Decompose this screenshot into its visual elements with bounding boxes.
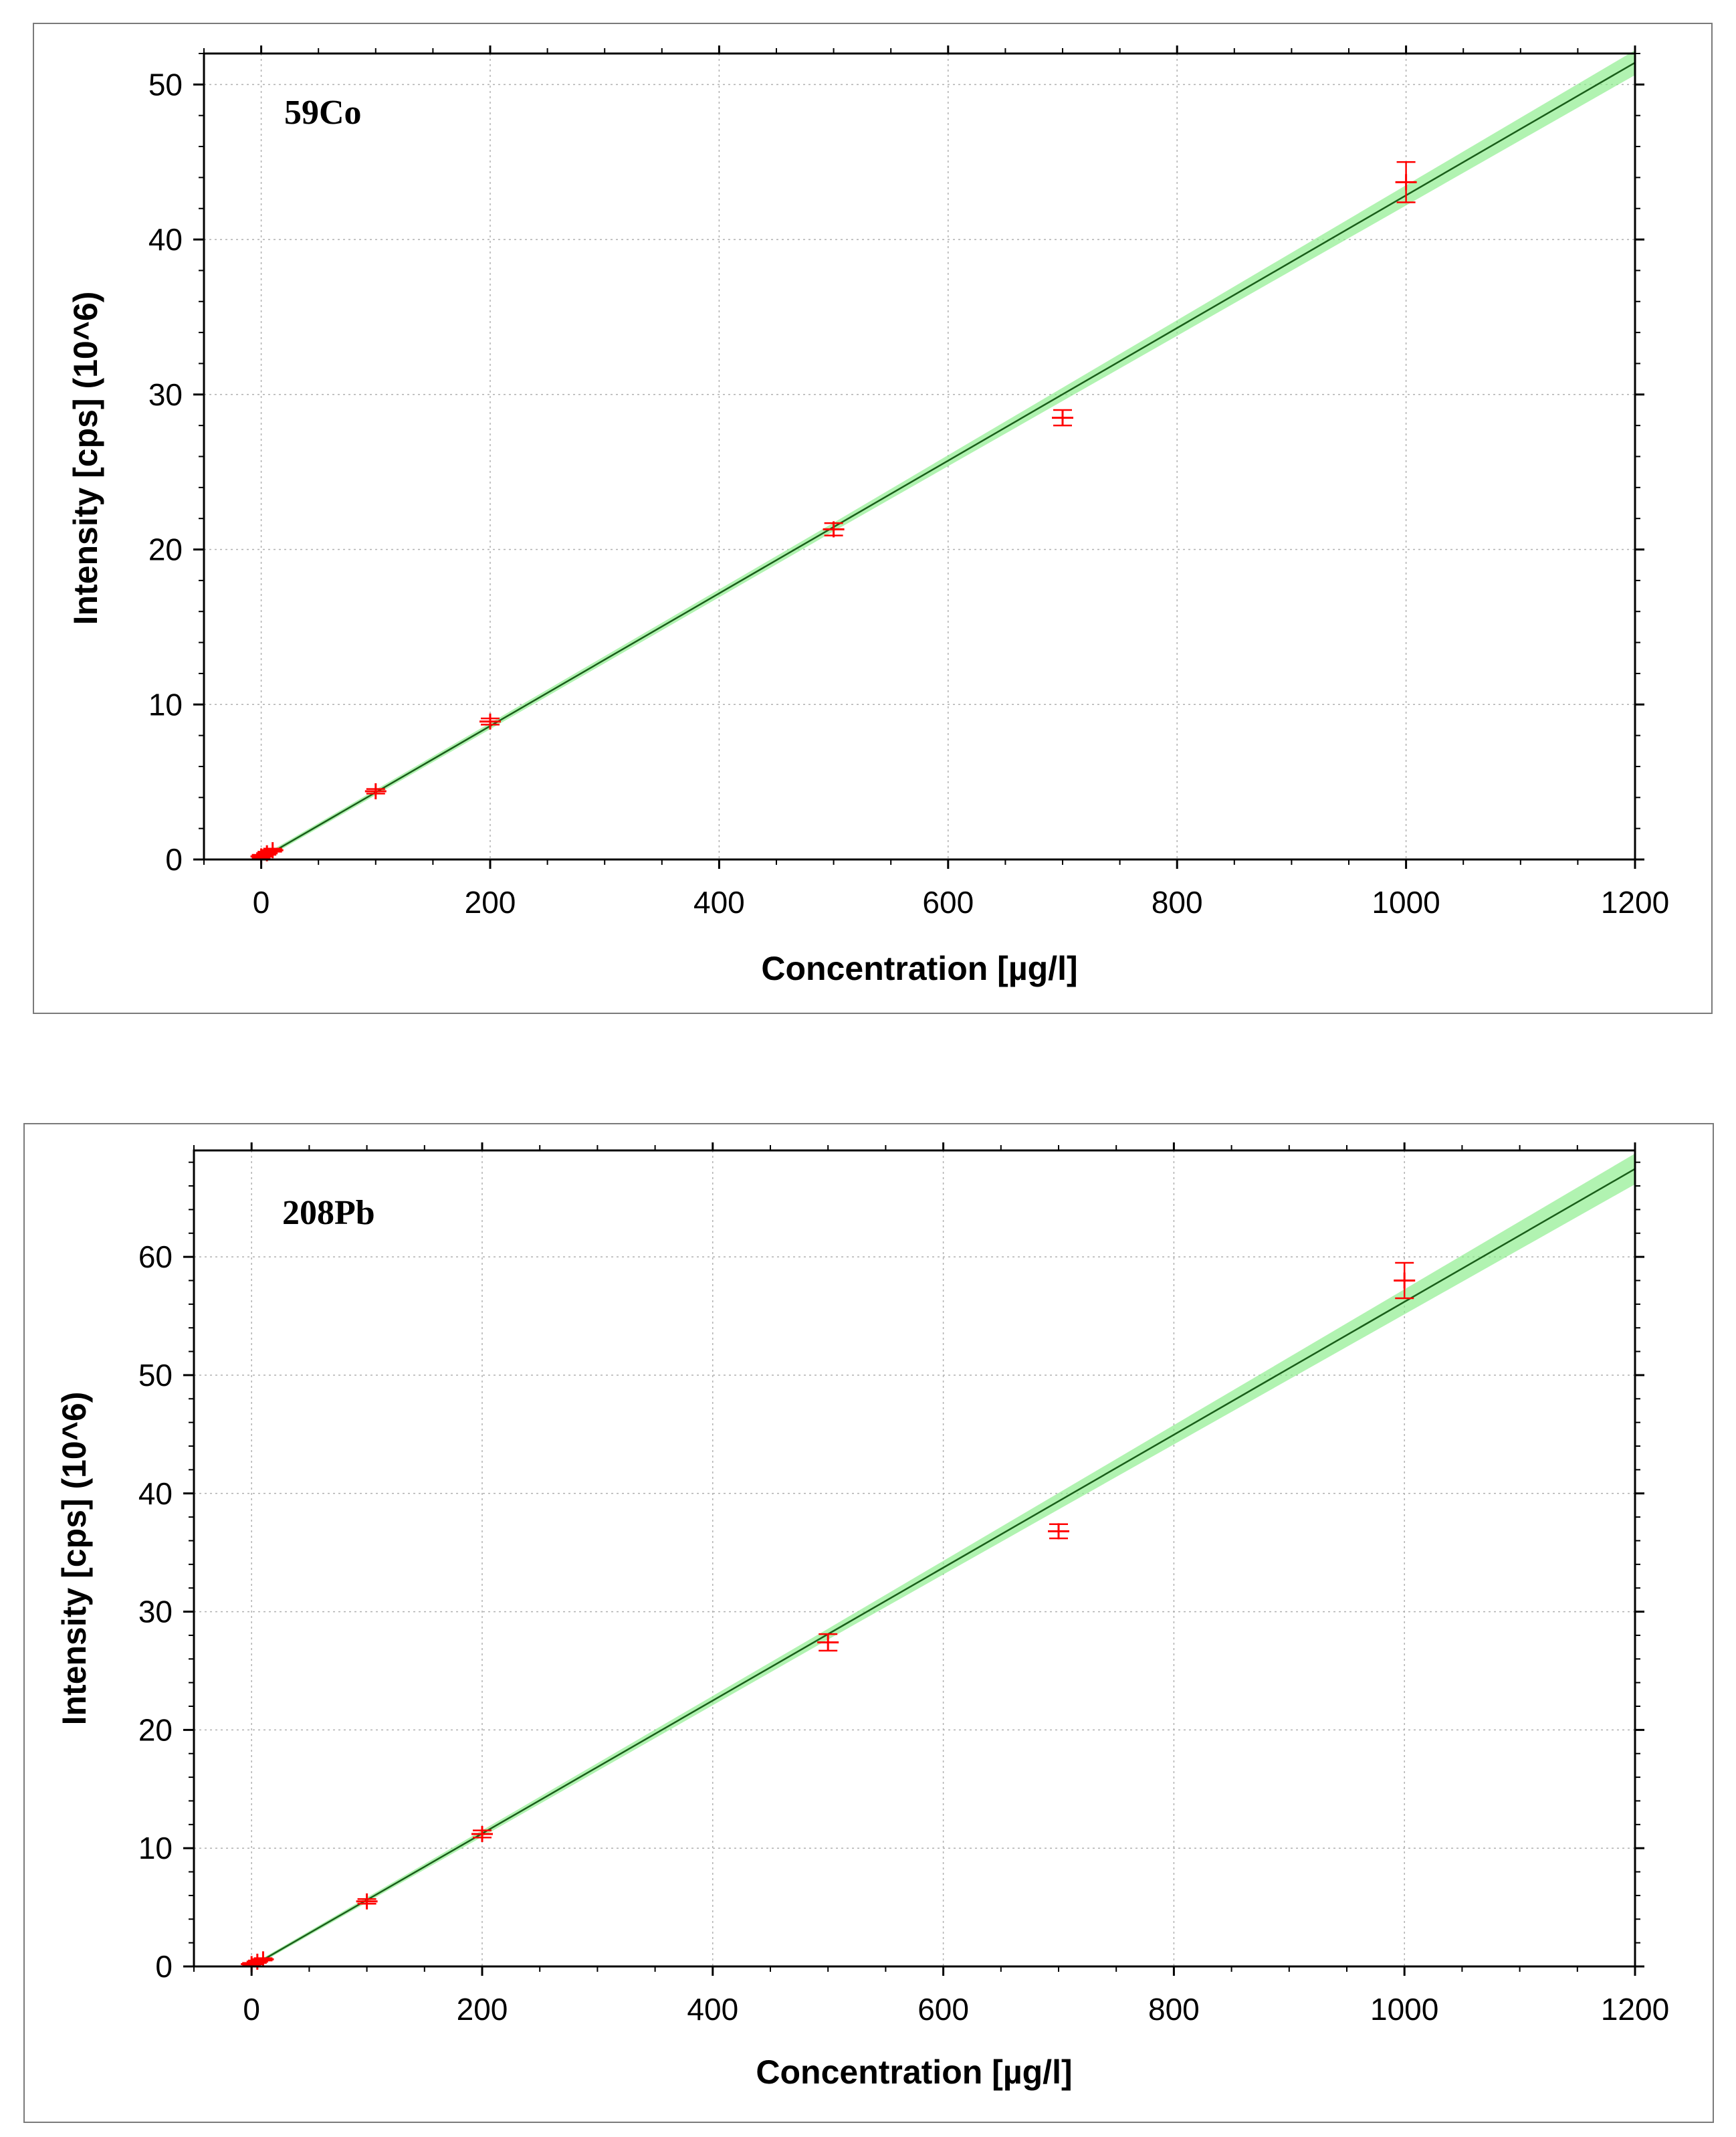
x-tick-label: 0 xyxy=(253,885,270,920)
x-tick-label: 1200 xyxy=(1601,1992,1669,2027)
plot-area xyxy=(204,54,1635,859)
x-tick-label: 600 xyxy=(917,1992,969,2027)
x-tick-label: 1200 xyxy=(1601,885,1669,920)
chart-panel-208pb: 0 200 400 600 800 1000 1200 0 10 20 30 40 50 60 208Pb… xyxy=(23,1123,1714,2123)
y-tick-label: 10 xyxy=(148,687,183,722)
x-tick-label: 1000 xyxy=(1370,1992,1438,2027)
data-point xyxy=(823,521,845,538)
x-tick-label: 400 xyxy=(693,885,745,920)
y-tick-label: 50 xyxy=(138,1358,173,1393)
axis-ticks: 0 200 400 600 800 1000 1200 0 10 20 30 40 50 60 xyxy=(138,1142,1669,2027)
data-point xyxy=(479,713,501,730)
y-tick-label: 40 xyxy=(138,1476,173,1511)
data-points xyxy=(250,161,1417,865)
chart-panel-59co: 0 200 400 600 800 1000 1200 0 10 20 30 40 50 59Co Co… xyxy=(33,23,1713,1014)
y-axis-title: Intensity [cps] (10^6) xyxy=(67,292,104,625)
x-tick-label: 400 xyxy=(687,1992,738,2027)
confidence-band-area xyxy=(261,50,1635,861)
y-tick-label: 30 xyxy=(148,377,183,412)
data-point xyxy=(1052,409,1073,427)
x-tick-label: 600 xyxy=(922,885,974,920)
data-point xyxy=(1048,1523,1069,1540)
plot-border xyxy=(193,1149,1636,1968)
data-point xyxy=(471,1825,493,1842)
y-tick-label: 10 xyxy=(138,1831,173,1865)
x-tick-label: 1000 xyxy=(1372,885,1440,920)
y-tick-label: 20 xyxy=(138,1712,173,1747)
panel-label: 208Pb xyxy=(282,1194,375,1232)
x-tick-label: 800 xyxy=(1152,885,1203,920)
y-tick-label: 30 xyxy=(138,1595,173,1629)
y-tick-label: 0 xyxy=(155,1949,173,1984)
plot-area xyxy=(194,1150,1635,1966)
x-tick-label: 200 xyxy=(457,1992,508,2027)
data-point xyxy=(1395,161,1417,203)
y-tick-label: 60 xyxy=(138,1239,173,1274)
y-axis-title: Intensity [cps] (10^6) xyxy=(56,1392,93,1726)
panel-label: 59Co xyxy=(284,94,362,132)
y-tick-label: 0 xyxy=(165,842,183,877)
x-tick-label: 800 xyxy=(1148,1992,1200,2027)
x-tick-label: 0 xyxy=(243,1992,260,2027)
x-axis-title: Concentration [µg/l] xyxy=(761,950,1077,987)
data-point xyxy=(356,1893,378,1910)
data-point xyxy=(252,1951,274,1968)
data-point xyxy=(817,1633,839,1652)
data-point xyxy=(261,842,284,859)
y-tick-label: 40 xyxy=(148,222,183,257)
x-axis-title: Concentration [µg/l] xyxy=(756,2053,1072,2091)
axis-ticks: 0 200 400 600 800 1000 1200 0 10 20 30 40 50 xyxy=(148,45,1669,920)
confidence-band xyxy=(251,1153,1636,1968)
y-tick-label: 50 xyxy=(148,67,183,102)
y-tick-label: 20 xyxy=(148,532,183,567)
confidence-band xyxy=(261,50,1635,861)
data-point xyxy=(364,783,387,800)
confidence-band-area xyxy=(251,1153,1636,1968)
x-tick-label: 200 xyxy=(465,885,516,920)
data-point xyxy=(1394,1261,1416,1300)
